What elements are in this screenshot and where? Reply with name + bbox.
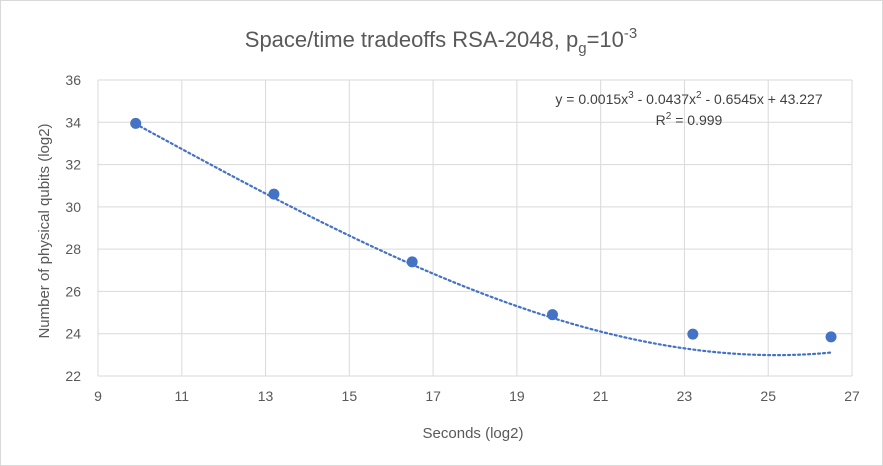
y-tick-label: 26 <box>65 283 81 299</box>
data-point <box>546 309 558 321</box>
data-point <box>687 328 699 340</box>
x-tick-label: 15 <box>342 388 358 404</box>
x-tick-label: 17 <box>425 388 441 404</box>
y-tick-label: 36 <box>65 72 81 88</box>
gridlines <box>97 79 853 377</box>
y-tick-label: 30 <box>65 199 81 215</box>
x-tick-label: 21 <box>593 388 609 404</box>
x-tick-label: 27 <box>844 388 860 404</box>
trendline <box>134 122 833 357</box>
x-tick-label: 19 <box>509 388 525 404</box>
data-point <box>825 331 837 343</box>
data-points <box>130 117 837 343</box>
y-tick-label: 34 <box>65 114 81 130</box>
chart-title: Space/time tradeoffs RSA-2048, pg=10-3 <box>245 25 637 57</box>
y-axis-ticks: 22 24 26 28 30 32 34 36 <box>65 72 81 384</box>
x-tick-label: 13 <box>258 388 274 404</box>
data-point <box>268 188 280 200</box>
y-tick-label: 28 <box>65 241 81 257</box>
x-tick-label: 11 <box>175 388 190 404</box>
data-point <box>406 256 418 268</box>
trendline-group <box>134 122 833 357</box>
x-tick-label: 25 <box>760 388 776 404</box>
r-squared-label: R2 = 0.999 <box>656 111 723 128</box>
y-tick-label: 24 <box>65 326 81 342</box>
y-axis-label: Number of physical qubits (log2) <box>36 123 53 338</box>
x-axis-label: Seconds (log2) <box>423 425 524 442</box>
y-tick-label: 22 <box>65 368 81 384</box>
x-tick-label: 9 <box>94 388 102 404</box>
y-tick-label: 32 <box>65 157 81 173</box>
trendline-equation: y = 0.0015x3 - 0.0437x2 - 0.6545x + 43.2… <box>555 90 822 107</box>
data-point <box>130 117 142 129</box>
x-tick-label: 23 <box>677 388 693 404</box>
x-axis-ticks: 9 11 13 15 17 19 21 23 25 27 <box>94 388 860 404</box>
